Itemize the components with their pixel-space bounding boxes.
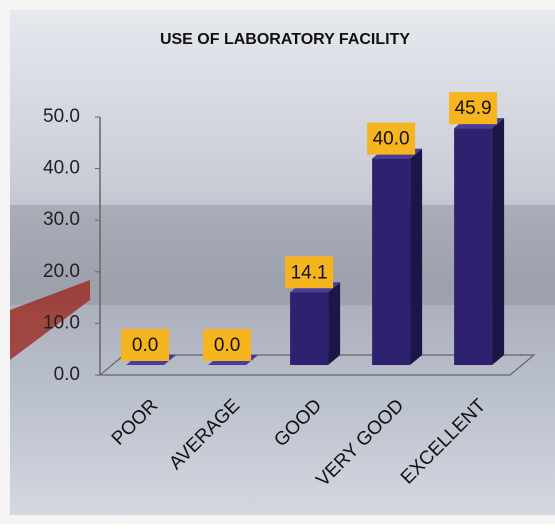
bar-side [328, 282, 341, 365]
data-label: 0.0 [214, 335, 240, 356]
y-tick-label: 30.0 [43, 209, 80, 230]
bar-side [492, 118, 505, 365]
data-label: 45.9 [455, 98, 492, 119]
floor [98, 354, 536, 376]
y-tick-label: 20.0 [43, 261, 80, 282]
bar-side [410, 148, 423, 365]
y-tick-label: 50.0 [43, 106, 80, 127]
chart-title: USE OF LABORATORY FACILITY [160, 31, 410, 48]
y-tick-label: 0.0 [54, 364, 80, 385]
bar [372, 158, 411, 365]
y-tick-label: 40.0 [43, 158, 80, 179]
bar [454, 128, 493, 365]
data-label: 14.1 [291, 262, 328, 283]
data-label-box [121, 329, 170, 361]
data-label-box [449, 92, 498, 125]
data-label: 40.0 [373, 129, 410, 150]
data-label-box [367, 122, 416, 155]
background-track [10, 280, 90, 360]
bar [290, 292, 329, 365]
data-label: 0.0 [132, 335, 158, 356]
data-label-box [285, 256, 334, 289]
data-label-box [203, 329, 252, 361]
y-tick-label: 10.0 [43, 312, 80, 333]
